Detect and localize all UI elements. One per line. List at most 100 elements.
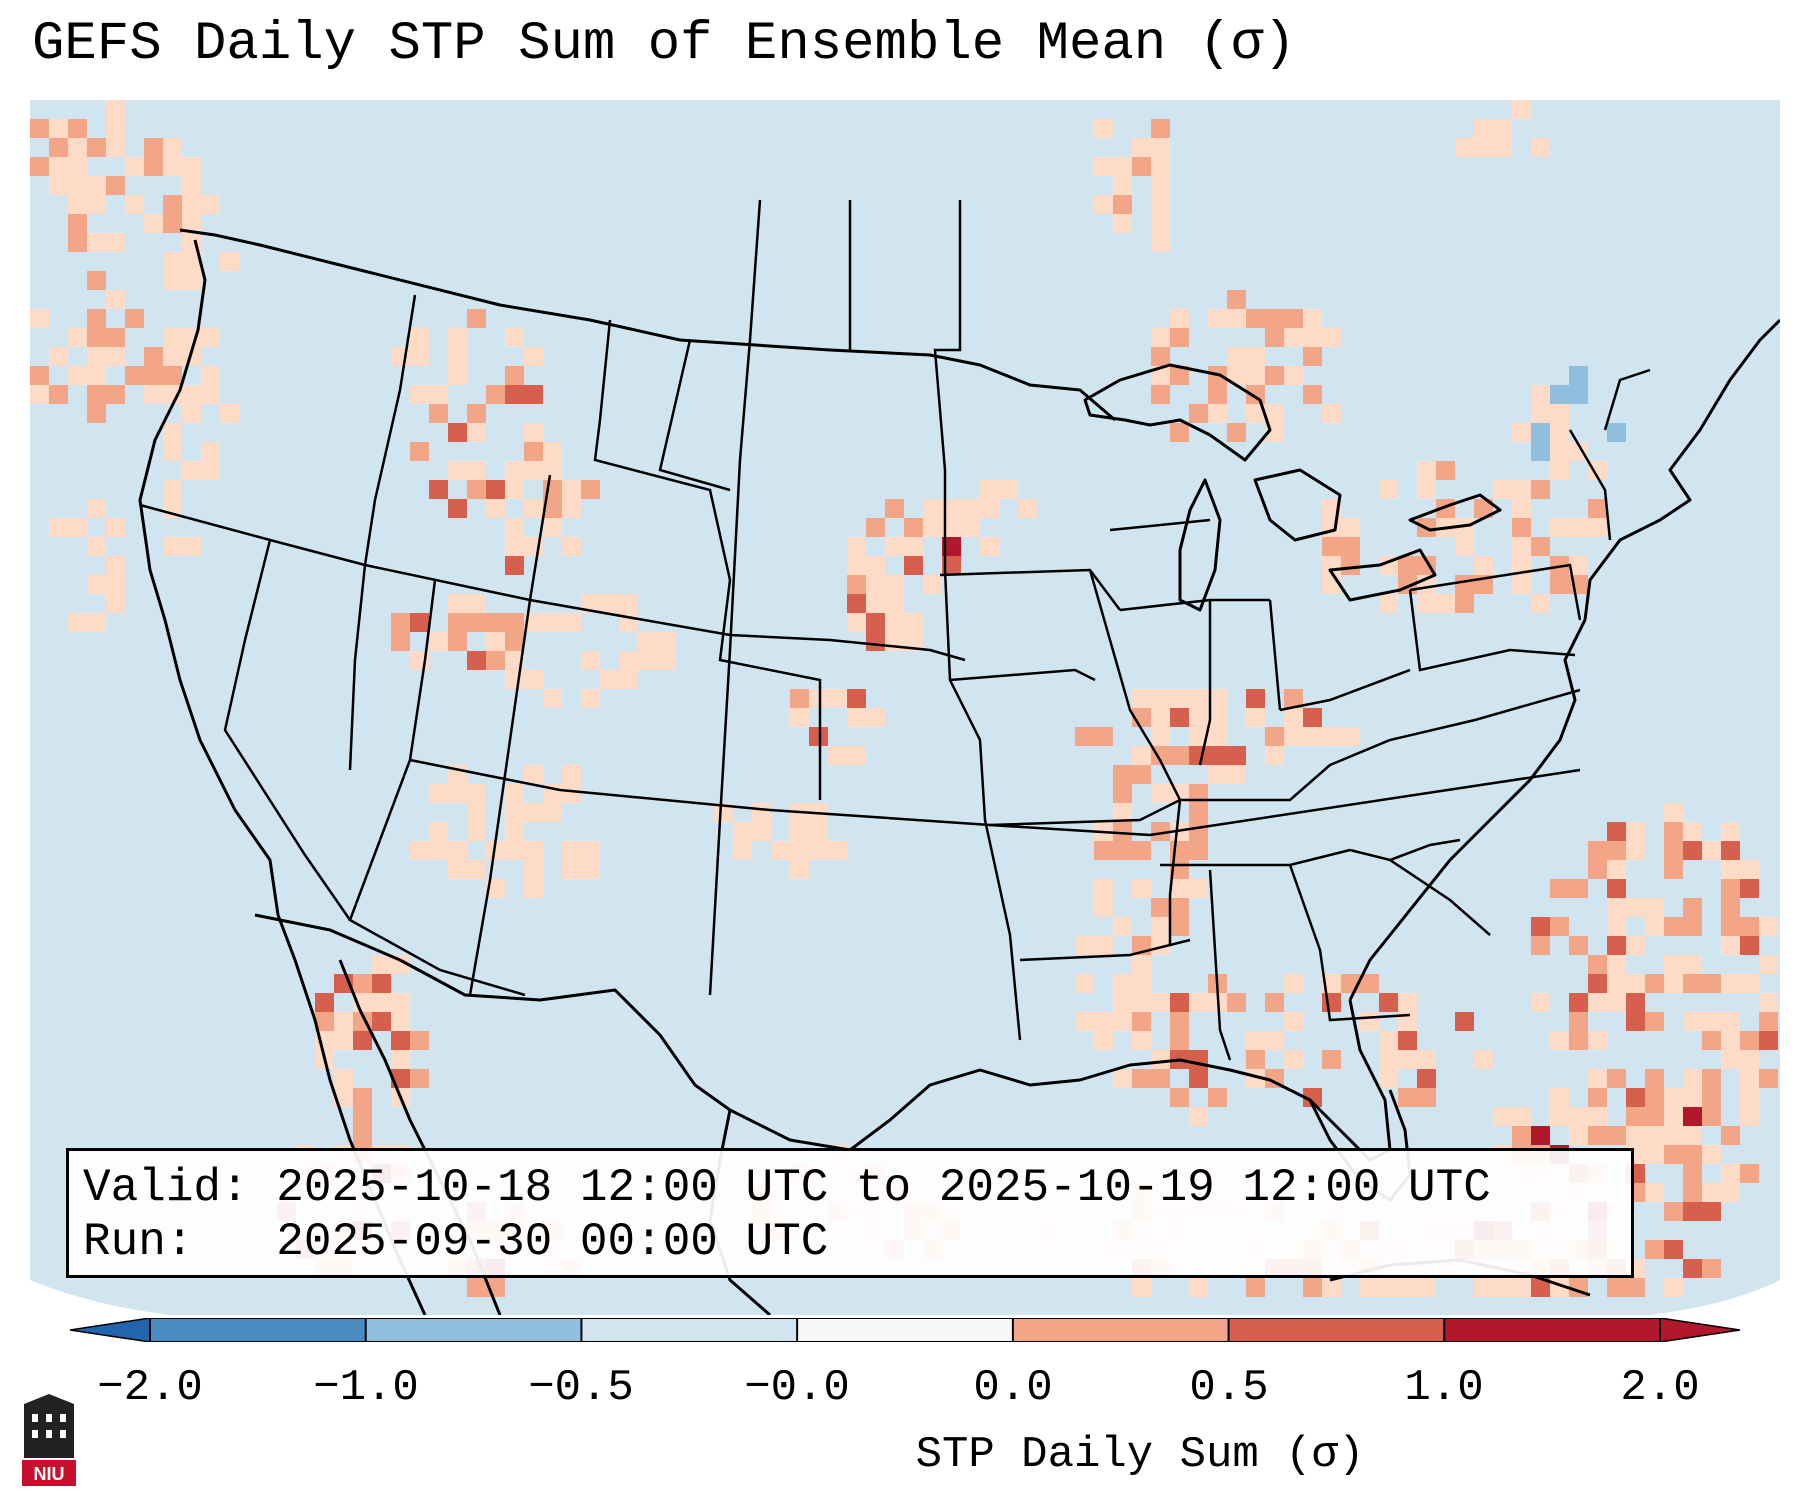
map-background: [30, 100, 1780, 1315]
stp-cell: [1721, 841, 1740, 860]
stp-cell: [1094, 898, 1113, 917]
stp-cell: [429, 784, 448, 803]
stp-cell: [1721, 936, 1740, 955]
stp-cell: [771, 841, 790, 860]
stp-cell: [562, 613, 581, 632]
stp-cell: [942, 537, 961, 556]
stp-cell: [1246, 708, 1265, 727]
stp-cell: [1189, 1278, 1208, 1297]
stp-cell: [220, 252, 239, 271]
stp-cell: [1512, 1278, 1531, 1297]
stp-cell: [1645, 1145, 1664, 1164]
stp-cell: [790, 708, 809, 727]
stp-cell: [1740, 974, 1759, 993]
stp-cell: [1683, 1145, 1702, 1164]
stp-cell: [1550, 1031, 1569, 1050]
stp-cell: [904, 556, 923, 575]
stp-cell: [1721, 1164, 1740, 1183]
stp-cell: [87, 328, 106, 347]
tick-label: 2.0: [1620, 1363, 1700, 1413]
stp-cell: [1740, 936, 1759, 955]
stp-cell: [87, 575, 106, 594]
stp-cell: [1189, 993, 1208, 1012]
stp-cell: [1246, 1031, 1265, 1050]
stp-cell: [1721, 1126, 1740, 1145]
stp-cell: [923, 575, 942, 594]
stp-cell: [391, 1031, 410, 1050]
stp-cell: [1265, 366, 1284, 385]
stp-cell: [106, 328, 125, 347]
stp-cell: [581, 689, 600, 708]
stp-cell: [1322, 727, 1341, 746]
stp-cell: [1626, 993, 1645, 1012]
stp-cell: [144, 157, 163, 176]
stp-cell: [1702, 1107, 1721, 1126]
stp-cell: [1588, 1126, 1607, 1145]
stp-cell: [1189, 822, 1208, 841]
stp-cell: [1113, 176, 1132, 195]
stp-cell: [448, 499, 467, 518]
stp-cell: [1569, 442, 1588, 461]
stp-cell: [1284, 727, 1303, 746]
stp-cell: [980, 480, 999, 499]
stp-cell: [1531, 993, 1550, 1012]
stp-cell: [201, 461, 220, 480]
stp-cell: [1189, 784, 1208, 803]
stp-cell: [847, 594, 866, 613]
stp-cell: [505, 841, 524, 860]
colorbar-extend-low: [70, 1318, 151, 1342]
stp-cell: [49, 176, 68, 195]
stp-cell: [866, 556, 885, 575]
stp-cell: [543, 803, 562, 822]
stp-cell: [372, 993, 391, 1012]
stp-cell: [182, 176, 201, 195]
stp-cell: [828, 841, 847, 860]
stp-cell: [467, 613, 486, 632]
stp-cell: [448, 632, 467, 651]
stp-cell: [1189, 689, 1208, 708]
stp-cell: [1303, 708, 1322, 727]
stp-cell: [467, 423, 486, 442]
stp-cell: [334, 1069, 353, 1088]
stp-cell: [1664, 822, 1683, 841]
stp-cell: [144, 366, 163, 385]
stp-cell: [505, 613, 524, 632]
stp-cell: [809, 689, 828, 708]
stp-cell: [1531, 423, 1550, 442]
stp-cell: [68, 138, 87, 157]
stp-cell: [1550, 1107, 1569, 1126]
stp-cell: [68, 233, 87, 252]
stp-cell: [87, 176, 106, 195]
stp-cell: [524, 879, 543, 898]
stp-cell: [1170, 879, 1189, 898]
stp-cell: [391, 1012, 410, 1031]
stp-cell: [1170, 1088, 1189, 1107]
stp-cell: [1626, 974, 1645, 993]
stp-cell: [1075, 974, 1094, 993]
stp-cell: [828, 689, 847, 708]
colorbar-bin: [797, 1318, 1014, 1342]
stp-cell: [1113, 974, 1132, 993]
stp-cell: [144, 385, 163, 404]
stp-cell: [163, 214, 182, 233]
stp-cell: [1303, 347, 1322, 366]
stp-cell: [505, 822, 524, 841]
stp-cell: [1531, 404, 1550, 423]
stp-cell: [1151, 1050, 1170, 1069]
stp-cell: [30, 309, 49, 328]
stp-cell: [1284, 366, 1303, 385]
stp-cell: [163, 195, 182, 214]
stp-cell: [1284, 1012, 1303, 1031]
stp-cell: [581, 651, 600, 670]
stp-cell: [1550, 575, 1569, 594]
stp-cell: [1569, 1012, 1588, 1031]
stp-cell: [467, 461, 486, 480]
stp-cell: [1683, 1107, 1702, 1126]
stp-cell: [182, 252, 201, 271]
stp-cell: [1094, 157, 1113, 176]
stp-cell: [1113, 993, 1132, 1012]
stp-cell: [1645, 898, 1664, 917]
stp-cell: [448, 461, 467, 480]
stp-cell: [49, 119, 68, 138]
stp-cell: [1379, 594, 1398, 613]
